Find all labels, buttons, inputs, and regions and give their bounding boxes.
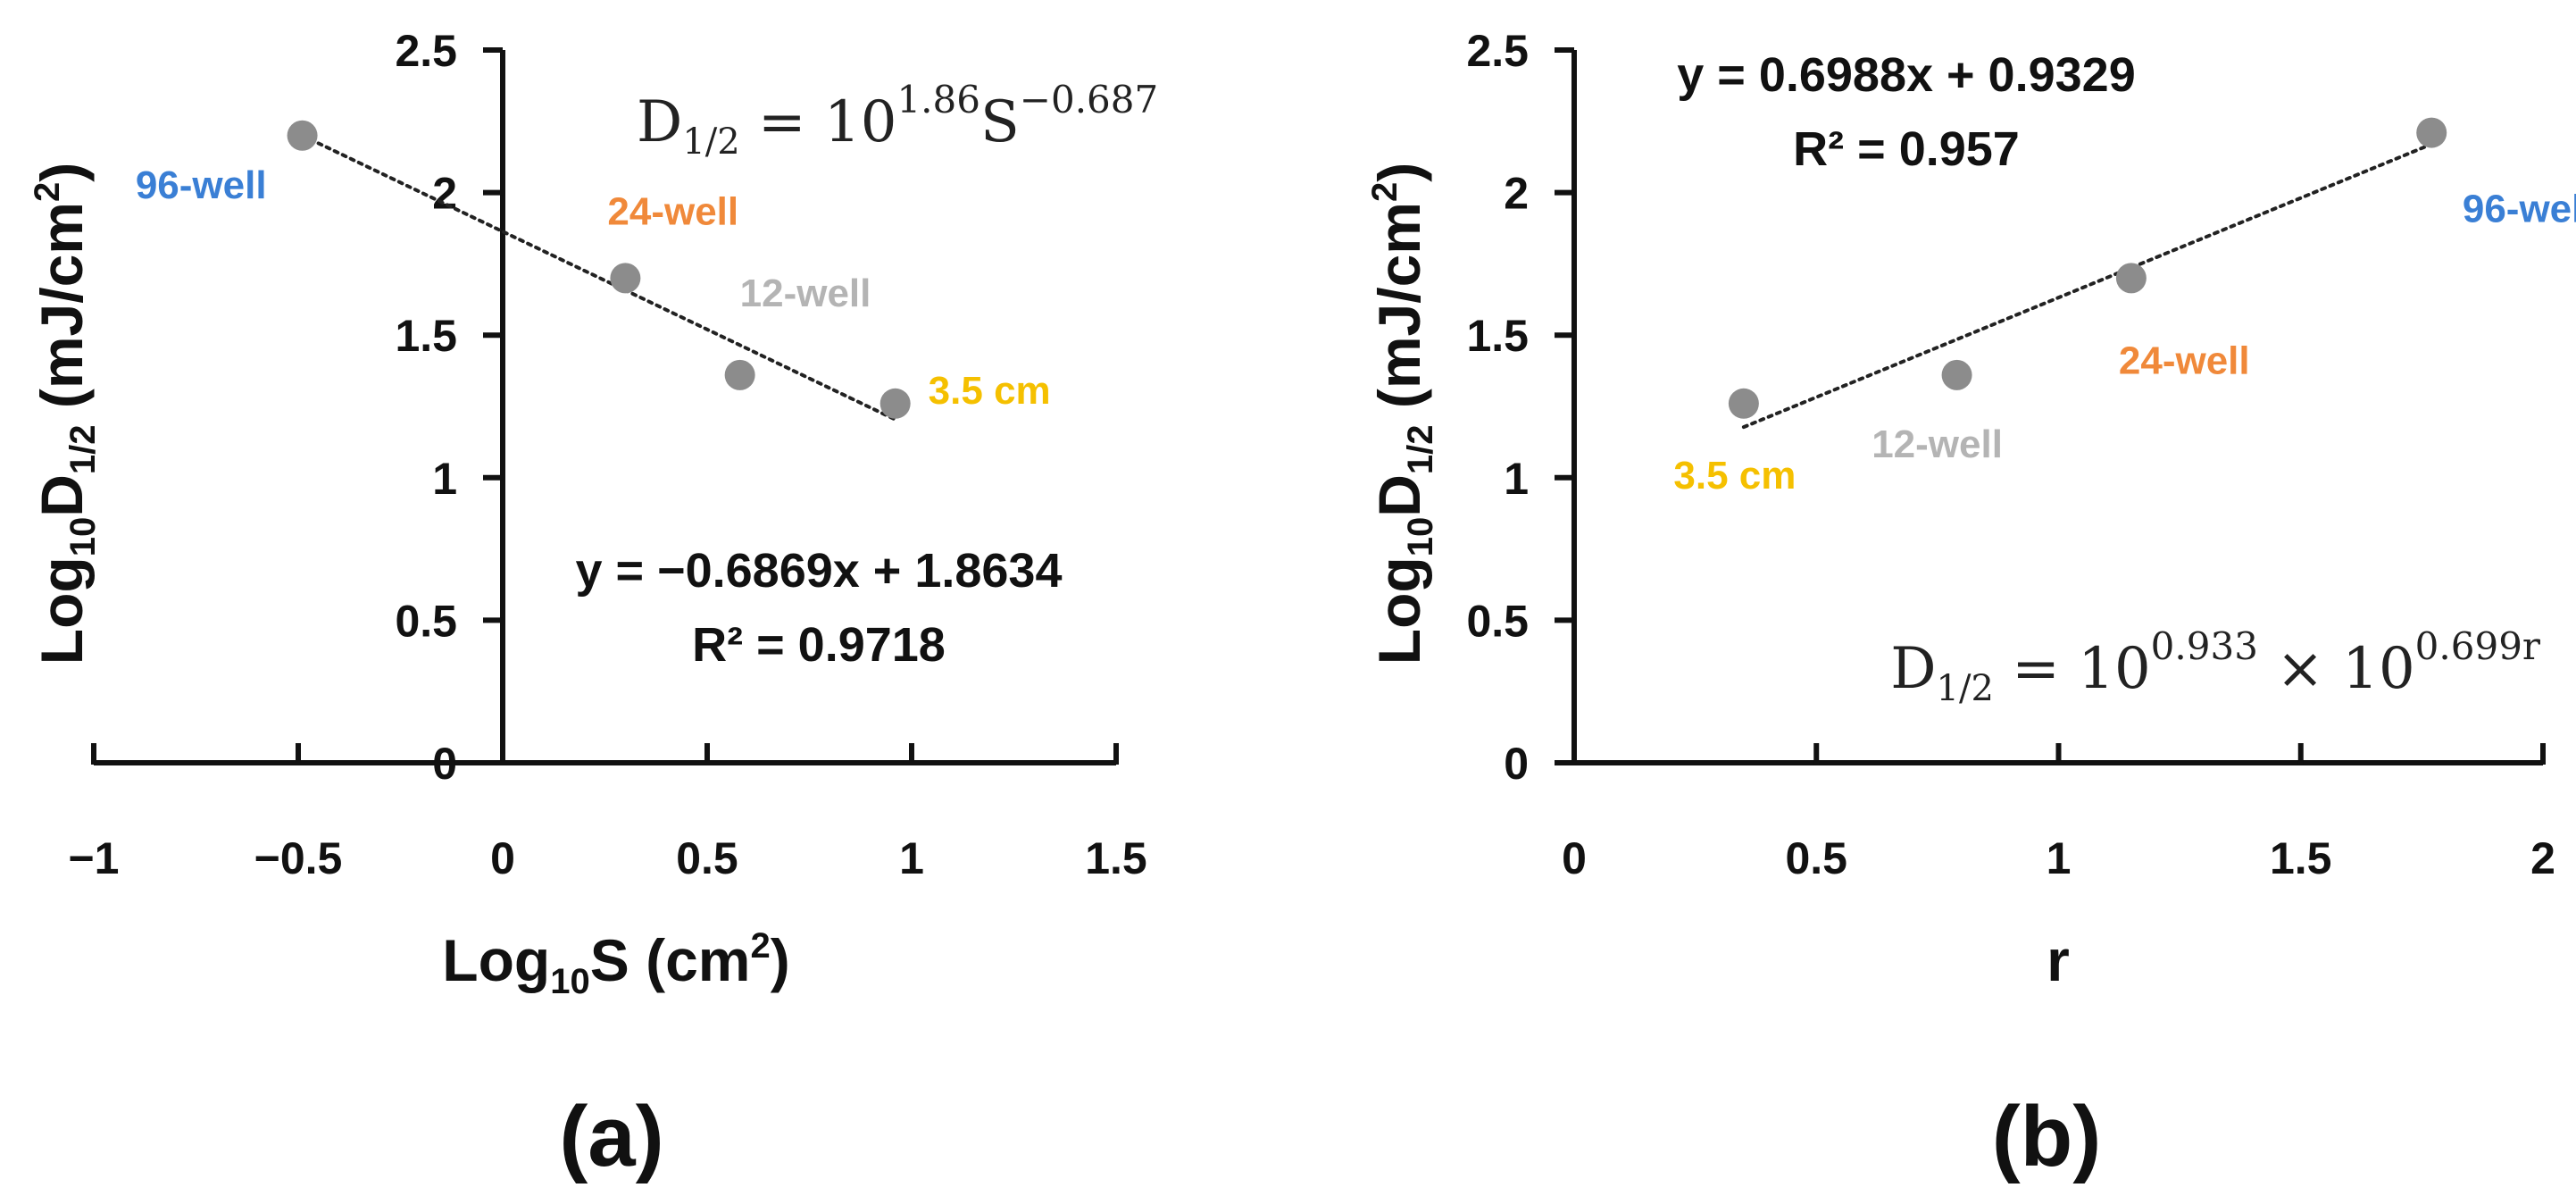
chart-b-trendline (1741, 142, 2434, 430)
panel-label-b: (b) (1992, 1089, 2102, 1184)
chart-b-ytick-label: 0 (1504, 739, 1529, 789)
chart-a-ylabel: Log10D1/2 (mJ/cm2) (28, 163, 103, 665)
chart-a-point-96-well (287, 120, 318, 151)
chart-b-point-label: 24-well (2119, 339, 2250, 382)
chart-b-point-label: 12-well (1872, 422, 2003, 466)
chart-a: −1 −0.5 0 0.5 1 1.5 0 0.5 1 1.5 2 2.5 96-well 24-we… (28, 26, 1158, 1184)
chart-b-ylabel: Log10D1/2 (mJ/cm2) (1365, 163, 1440, 665)
chart-b-ytick-label: 2 (1504, 169, 1529, 219)
chart-b-point-12-well (1941, 359, 1972, 390)
chart-b-formula: D1/2 = 100.933 × 100.699r (1890, 624, 2541, 709)
chart-a-point-24-well (610, 263, 641, 294)
chart-a-xlabel: Log10S (cm2) (442, 926, 789, 1001)
chart-b-xtick-label: 0.5 (1785, 833, 1847, 883)
chart-a-xtick-label: −0.5 (254, 833, 343, 883)
chart-a-ytick-label: 1.5 (395, 311, 457, 361)
chart-b-point-96-well (2416, 117, 2447, 148)
chart-b-ytick-label: 2.5 (1466, 26, 1529, 76)
chart-b-ytick-label: 0.5 (1466, 596, 1529, 646)
chart-b-xtick-label: 1.5 (2270, 833, 2332, 883)
chart-a-point-12-well (724, 359, 755, 390)
chart-a-point-label: 96-well (136, 163, 267, 207)
chart-b-equation: y = 0.6988x + 0.9329 (1677, 48, 2135, 102)
chart-a-r2: R² = 0.9718 (692, 618, 946, 672)
chart-b-xtick-label: 0 (1562, 833, 1587, 883)
chart-b-xtick-label: 1 (2047, 833, 2072, 883)
chart-b-ytick-label: 1 (1504, 454, 1529, 504)
chart-a-point-label: 3.5 cm (929, 369, 1051, 413)
chart-a-xtick-label: −1 (68, 833, 119, 883)
chart-a-ytick-label: 0 (432, 739, 457, 789)
chart-a-xtick-label: 1 (899, 833, 924, 883)
chart-a-ytick-label: 2.5 (395, 26, 457, 76)
chart-a-formula: D1/2 = 101.86S−0.687 (637, 78, 1158, 163)
chart-b-point-3-5-cm (1728, 388, 1759, 419)
panel-label-a: (a) (559, 1089, 663, 1184)
chart-a-xtick-label: 0 (490, 833, 515, 883)
chart-a-xtick-label: 0.5 (676, 833, 738, 883)
chart-a-trendline (300, 133, 897, 422)
chart-b-xlabel: r (2047, 927, 2070, 993)
chart-a-equation: y = −0.6869x + 1.8634 (575, 544, 1062, 598)
chart-a-point-label: 24-well (607, 189, 738, 233)
chart-a-xtick-label: 1.5 (1085, 833, 1147, 883)
chart-b: 0 0.5 1 1.5 2 0 0.5 1 1.5 2 2.5 3.5 cm 12-well 24-w… (1365, 26, 2576, 1184)
chart-b-r2: R² = 0.957 (1793, 122, 2020, 176)
chart-b-point-label: 3.5 cm (1673, 454, 1796, 498)
chart-a-ytick-label: 1 (432, 454, 457, 504)
chart-a-point-label: 12-well (740, 272, 871, 315)
chart-a-point-3-5-cm (880, 388, 911, 419)
chart-b-xtick-label: 2 (2530, 833, 2555, 883)
chart-b-point-label: 96-well (2463, 188, 2576, 231)
chart-a-ytick-label: 2 (432, 169, 457, 219)
chart-a-ytick-label: 0.5 (395, 596, 457, 646)
chart-b-point-24-well (2115, 263, 2147, 294)
chart-b-ytick-label: 1.5 (1466, 311, 1529, 361)
